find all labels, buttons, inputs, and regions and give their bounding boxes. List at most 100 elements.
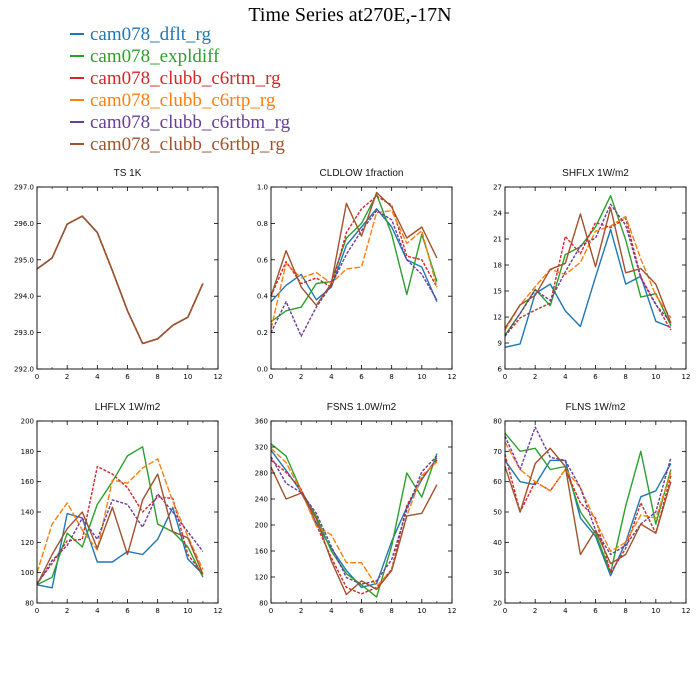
legend-swatch — [70, 76, 84, 79]
y-tick-label: 200 — [255, 522, 268, 530]
y-tick-label: 100 — [21, 569, 34, 577]
y-tick-label: 120 — [255, 574, 268, 582]
x-tick-label: 12 — [214, 373, 223, 381]
y-tick-label: 280 — [255, 470, 268, 478]
x-tick-label: 10 — [417, 373, 426, 381]
y-tick-label: 21 — [493, 236, 502, 244]
y-tick-label: 80 — [25, 600, 34, 608]
series-line — [504, 217, 672, 337]
legend-label: cam078_dflt_rg — [90, 24, 212, 45]
legend-swatch — [70, 98, 84, 101]
y-tick-label: 0.8 — [257, 220, 268, 228]
y-tick-label: 293.0 — [14, 329, 34, 337]
y-tick-label: 15 — [493, 288, 502, 296]
y-tick-label: 360 — [255, 418, 268, 426]
chart-panel: FLNS 1W/m2 0 2 4 6 8 10 12 20 30 40 50 60 70 80 — [493, 402, 690, 615]
legend-swatch — [70, 142, 84, 145]
x-tick-label: 0 — [35, 373, 39, 381]
x-tick-label: 0 — [503, 607, 507, 615]
x-tick-label: 6 — [593, 373, 598, 381]
chart-panel: CLDLOW 1fraction 0 2 4 6 8 10 12 0.0 0.2 0.4 0.6 0.8… — [257, 168, 457, 381]
chart-panel: FSNS 1.0W/m2 0 2 4 6 8 10 12 80 120 160 200 240 280 32… — [255, 402, 457, 615]
x-tick-label: 8 — [623, 373, 627, 381]
chart-title: FLNS 1W/m2 — [565, 402, 625, 413]
x-tick-label: 12 — [682, 373, 691, 381]
series-line — [504, 194, 672, 336]
y-tick-label: 320 — [255, 444, 268, 452]
x-tick-label: 10 — [183, 607, 192, 615]
series-line — [36, 215, 204, 345]
legend-swatch — [70, 54, 84, 57]
x-tick-label: 12 — [682, 607, 691, 615]
legend-label: cam078_clubb_c6rtbp_rg — [90, 134, 285, 155]
legend-entry: cam078_clubb_c6rtm_rg — [70, 68, 290, 90]
series-line — [270, 208, 438, 303]
series-line — [270, 191, 438, 306]
y-tick-label: 80 — [493, 418, 502, 426]
y-tick-label: 140 — [21, 509, 34, 517]
x-tick-label: 8 — [623, 607, 627, 615]
x-tick-label: 4 — [95, 607, 100, 615]
x-tick-label: 2 — [299, 373, 303, 381]
plot-frame — [270, 420, 453, 604]
series-line — [270, 195, 438, 297]
x-tick-label: 8 — [155, 373, 159, 381]
y-tick-label: 30 — [493, 569, 502, 577]
series-line — [504, 432, 672, 574]
x-tick-label: 2 — [533, 373, 537, 381]
series-line — [504, 459, 672, 577]
series-line — [504, 441, 672, 553]
legend-entry: cam078_clubb_c6rtbm_rg — [70, 112, 290, 134]
series-line — [36, 458, 204, 573]
legend-label: cam078_clubb_c6rtbm_rg — [90, 112, 291, 133]
x-tick-label: 6 — [125, 607, 130, 615]
x-tick-label: 4 — [95, 373, 100, 381]
x-tick-label: 0 — [35, 607, 39, 615]
y-tick-label: 60 — [493, 478, 502, 486]
legend-entry: cam078_dflt_rg — [70, 24, 290, 46]
y-tick-label: 9 — [498, 340, 502, 348]
series-line — [36, 465, 204, 584]
x-tick-label: 10 — [417, 607, 426, 615]
series-line — [270, 466, 438, 596]
series-line — [270, 209, 438, 337]
x-tick-label: 0 — [269, 607, 273, 615]
legend: cam078_dflt_rg cam078_expldiff cam078_cl… — [70, 24, 290, 156]
plot-frame — [36, 420, 219, 604]
y-tick-label: 296.0 — [14, 220, 34, 228]
series-line — [504, 215, 672, 331]
series-line — [270, 193, 438, 323]
legend-swatch — [70, 32, 84, 35]
y-tick-label: 70 — [493, 448, 502, 456]
y-tick-label: 50 — [493, 509, 502, 517]
x-tick-label: 2 — [65, 607, 69, 615]
series-line — [504, 426, 672, 556]
y-tick-label: 24 — [493, 210, 502, 218]
series-line — [36, 446, 204, 586]
y-tick-label: 0.2 — [257, 329, 268, 337]
chart-panel: LHFLX 1W/m2 0 2 4 6 8 10 12 80 100 120 140 160 180 200 — [21, 402, 223, 615]
x-tick-label: 4 — [329, 373, 334, 381]
y-tick-label: 1.0 — [257, 184, 268, 192]
chart-title: FSNS 1.0W/m2 — [327, 402, 397, 413]
legend-label: cam078_clubb_c6rtp_rg — [90, 90, 276, 111]
y-tick-label: 0.0 — [257, 366, 268, 374]
y-tick-label: 297.0 — [14, 184, 34, 192]
x-tick-label: 12 — [448, 607, 457, 615]
x-tick-label: 6 — [359, 607, 364, 615]
series-line — [270, 443, 438, 598]
legend-label: cam078_expldiff — [90, 46, 220, 67]
y-tick-label: 294.0 — [14, 293, 34, 301]
y-tick-label: 200 — [21, 418, 34, 426]
legend-swatch — [70, 120, 84, 123]
x-tick-label: 4 — [563, 373, 568, 381]
x-tick-label: 2 — [299, 607, 303, 615]
y-tick-label: 0.4 — [257, 293, 269, 301]
chart-title: LHFLX 1W/m2 — [95, 402, 161, 413]
legend-label: cam078_clubb_c6rtm_rg — [90, 68, 281, 89]
x-tick-label: 6 — [593, 607, 598, 615]
y-tick-label: 160 — [255, 548, 268, 556]
